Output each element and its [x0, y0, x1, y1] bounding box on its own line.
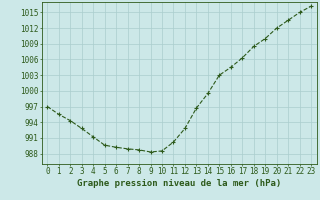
X-axis label: Graphe pression niveau de la mer (hPa): Graphe pression niveau de la mer (hPa) [77, 179, 281, 188]
